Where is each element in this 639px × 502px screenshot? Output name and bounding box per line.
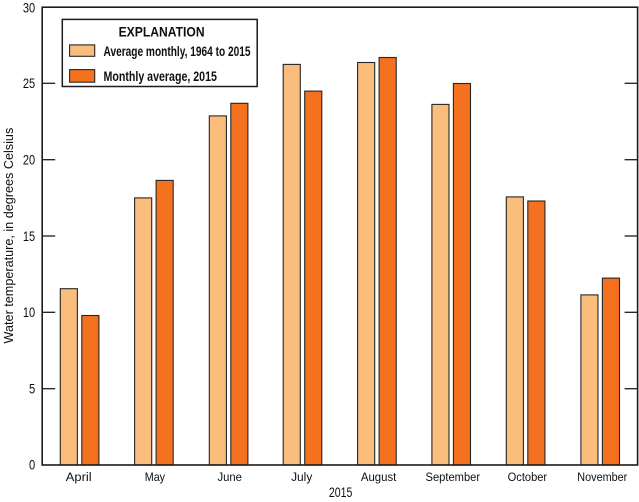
svg-text:October: October xyxy=(508,470,548,484)
svg-text:Average monthly, 1964 to 2015: Average monthly, 1964 to 2015 xyxy=(104,43,251,59)
svg-text:0: 0 xyxy=(29,456,35,472)
svg-text:April: April xyxy=(66,470,92,484)
svg-text:20: 20 xyxy=(23,152,35,168)
svg-text:May: May xyxy=(145,470,166,484)
svg-text:July: July xyxy=(291,470,313,484)
svg-text:August: August xyxy=(361,470,397,484)
svg-text:15: 15 xyxy=(23,228,35,244)
svg-text:2015: 2015 xyxy=(329,485,353,500)
svg-text:30: 30 xyxy=(23,0,35,15)
svg-text:Monthly average, 2015: Monthly average, 2015 xyxy=(104,68,218,84)
svg-text:November: November xyxy=(577,470,627,484)
svg-text:10: 10 xyxy=(23,304,35,320)
svg-text:September: September xyxy=(426,470,481,484)
svg-text:June: June xyxy=(218,470,243,484)
svg-text:Water temperature, in degrees: Water temperature, in degrees Celsius xyxy=(1,127,16,343)
svg-text:5: 5 xyxy=(29,381,35,397)
svg-text:25: 25 xyxy=(23,75,35,91)
svg-text:EXPLANATION: EXPLANATION xyxy=(119,24,205,40)
